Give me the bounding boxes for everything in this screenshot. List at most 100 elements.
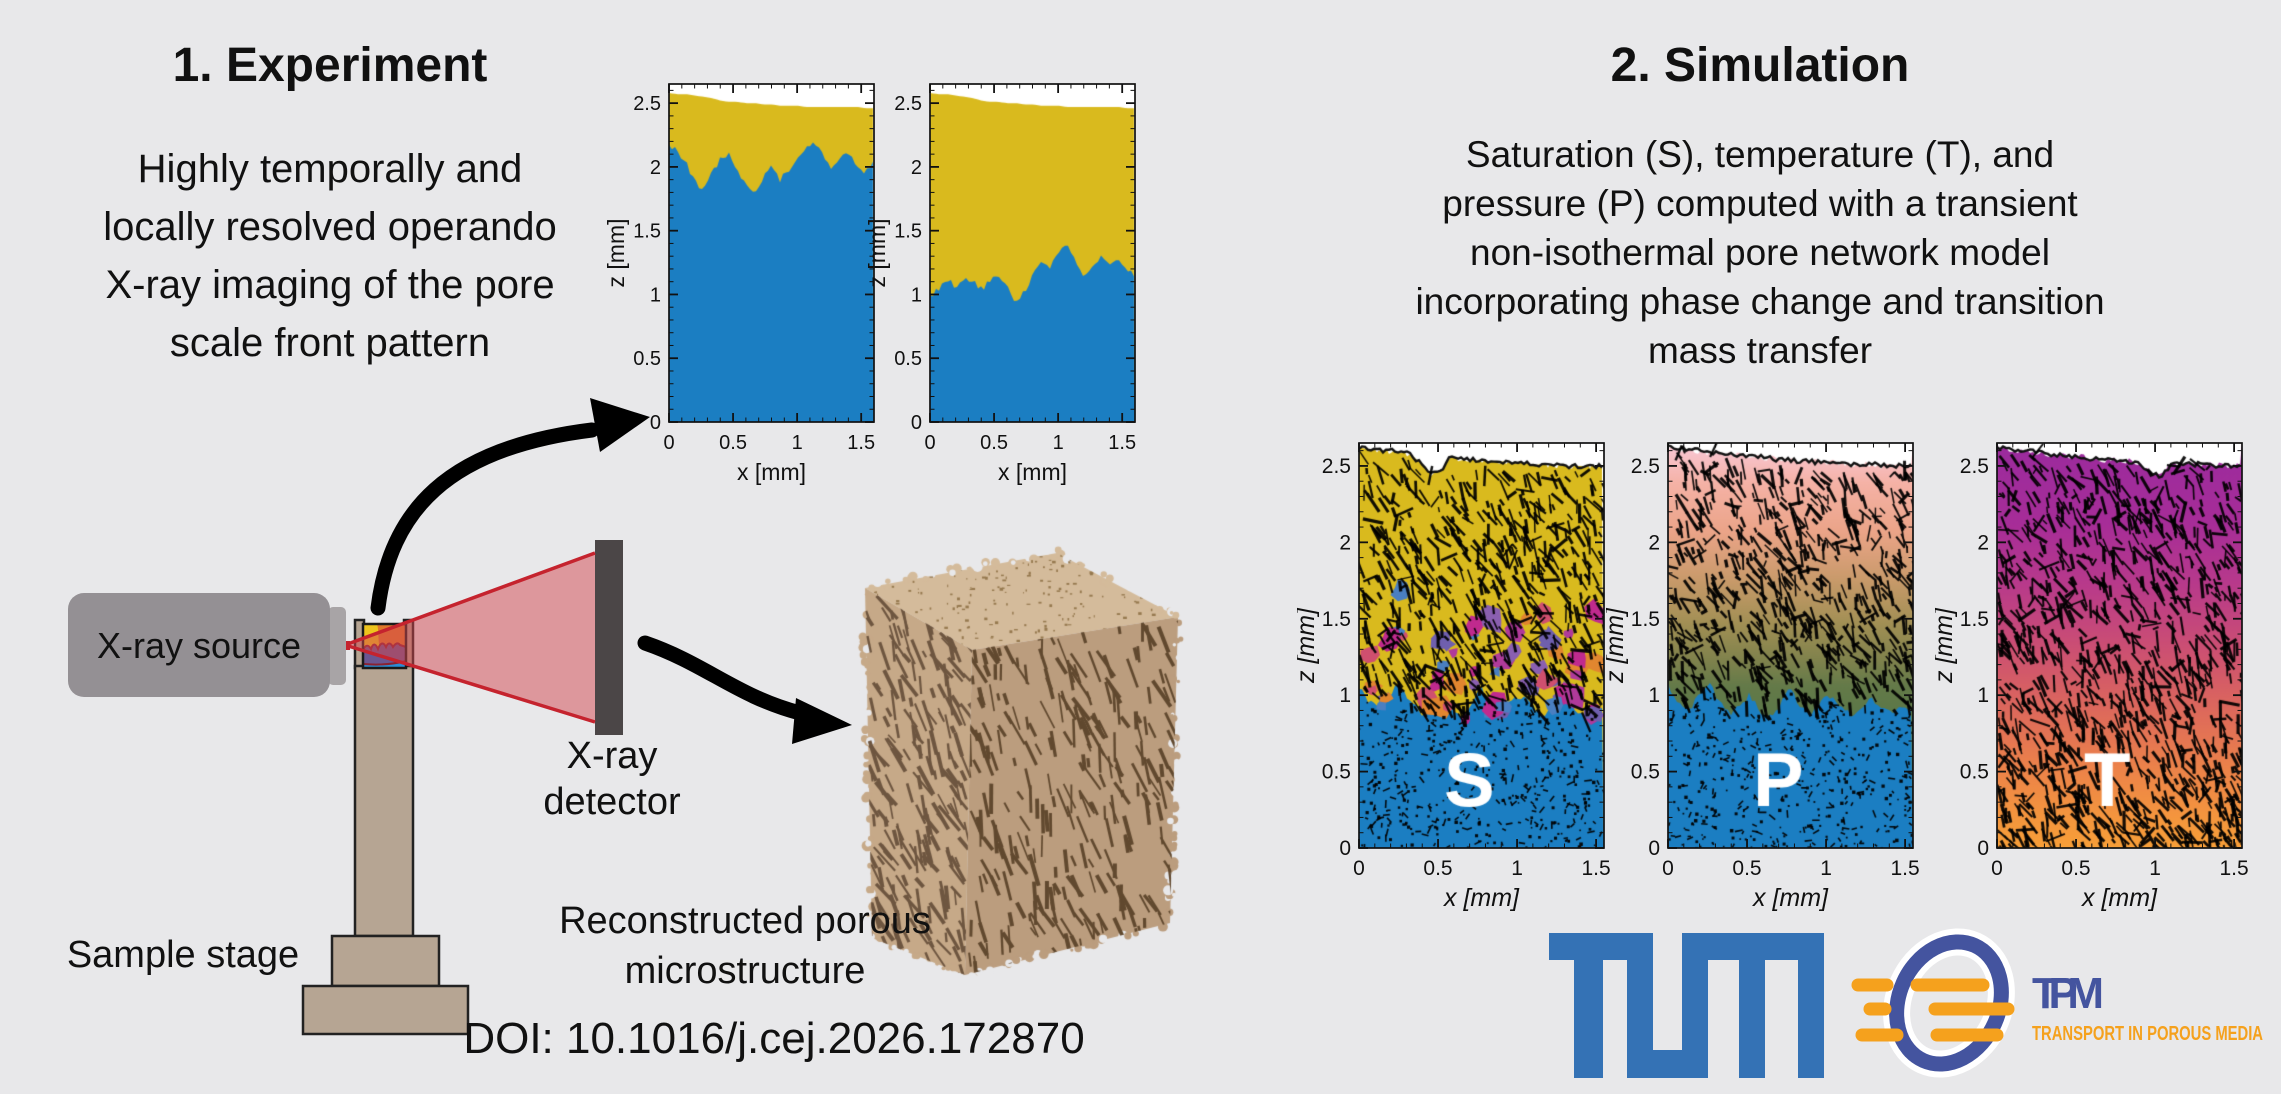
svg-text:0.5: 0.5 bbox=[719, 432, 747, 454]
svg-text:2.5: 2.5 bbox=[1960, 455, 1989, 478]
svg-text:x [mm]: x [mm] bbox=[2081, 884, 2158, 912]
svg-text:1.5: 1.5 bbox=[2219, 857, 2248, 880]
svg-text:1: 1 bbox=[792, 432, 803, 454]
svg-text:x [mm]: x [mm] bbox=[1752, 884, 1829, 912]
tum-u-left bbox=[1627, 933, 1653, 1050]
svg-text:0: 0 bbox=[1991, 857, 2003, 880]
experiment-title: 1. Experiment bbox=[172, 39, 488, 92]
svg-text:1: 1 bbox=[1339, 684, 1351, 707]
svg-text:0: 0 bbox=[1977, 837, 1989, 860]
exp2-axes: 0 0.5 1 1.5 0 0.5 1 1.5 2 2.5 x [mm] z [mm] bbox=[868, 83, 1136, 485]
svg-text:1.5: 1.5 bbox=[1960, 608, 1989, 631]
svg-text:0.5: 0.5 bbox=[894, 348, 922, 370]
simP-axes: 0 0.5 1 1.5 0 0.5 1 1.5 2 2.5 x [mm] z [mm] bbox=[1606, 442, 1920, 912]
logos: TPM TRANSPORT IN POROUS MEDIA bbox=[1549, 928, 2263, 1078]
svg-text:1: 1 bbox=[2149, 857, 2161, 880]
svg-text:0: 0 bbox=[650, 412, 661, 434]
svg-text:2: 2 bbox=[650, 157, 661, 179]
xray-detector bbox=[595, 540, 623, 735]
svg-text:1: 1 bbox=[650, 284, 661, 306]
svg-text:0.5: 0.5 bbox=[1322, 761, 1351, 784]
stage-column bbox=[353, 664, 415, 938]
source-body bbox=[68, 593, 330, 697]
stage-base bbox=[301, 984, 470, 1036]
svg-text:x [mm]: x [mm] bbox=[737, 459, 806, 485]
beam-cone bbox=[345, 553, 595, 722]
svg-text:1: 1 bbox=[1053, 432, 1064, 454]
svg-text:1: 1 bbox=[1648, 684, 1660, 707]
tum-t-stem bbox=[1574, 933, 1603, 1078]
svg-text:1: 1 bbox=[1820, 857, 1832, 880]
xray-beam bbox=[341, 551, 596, 724]
svg-text:0: 0 bbox=[1339, 837, 1351, 860]
svg-text:1.5: 1.5 bbox=[1890, 857, 1919, 880]
porous-microstructure-3d-render bbox=[840, 540, 1200, 1000]
arrowhead-icon bbox=[590, 398, 650, 452]
source-nozzle bbox=[328, 607, 346, 685]
simS-axes: 0 0.5 1 1.5 0 0.5 1 1.5 2 2.5 x [mm] z [mm] bbox=[1297, 442, 1611, 912]
tum-m-right bbox=[1798, 933, 1824, 1078]
tpm-acronym: TPM bbox=[2032, 969, 2104, 1018]
svg-text:2.5: 2.5 bbox=[633, 93, 661, 115]
svg-text:0: 0 bbox=[663, 432, 674, 454]
svg-text:0.5: 0.5 bbox=[1732, 857, 1761, 880]
tpm-logo: TPM TRANSPORT IN POROUS MEDIA bbox=[1851, 928, 2263, 1078]
svg-text:0: 0 bbox=[911, 412, 922, 434]
svg-text:1.5: 1.5 bbox=[1108, 432, 1136, 454]
svg-text:0.5: 0.5 bbox=[980, 432, 1008, 454]
svg-text:z [mm]: z [mm] bbox=[1606, 607, 1629, 684]
doi-text: DOI: 10.1016/j.cej.2026.172870 bbox=[463, 1014, 1085, 1063]
tpm-speed-lines-icon bbox=[1851, 978, 2015, 1042]
svg-text:2.5: 2.5 bbox=[1322, 455, 1351, 478]
experiment-description: Highly temporally and locally resolved o… bbox=[103, 147, 557, 365]
arrow-sample-to-plots bbox=[370, 398, 650, 616]
tpm-ring-icon bbox=[1883, 928, 2015, 1078]
svg-text:1: 1 bbox=[911, 284, 922, 306]
svg-text:2: 2 bbox=[1339, 531, 1351, 554]
apparatus-diagram: X-ray source Sample stage X-ray detector bbox=[67, 398, 852, 1036]
svg-text:0: 0 bbox=[1648, 837, 1660, 860]
svg-text:0: 0 bbox=[1662, 857, 1674, 880]
svg-text:1.5: 1.5 bbox=[1581, 857, 1610, 880]
svg-text:1: 1 bbox=[1511, 857, 1523, 880]
beam-edge-top bbox=[344, 551, 596, 647]
svg-text:1.5: 1.5 bbox=[894, 221, 922, 243]
svg-text:1.5: 1.5 bbox=[1631, 608, 1660, 631]
beam-edge-bottom bbox=[344, 643, 596, 724]
arrowhead-icon bbox=[792, 698, 852, 744]
svg-text:z [mm]: z [mm] bbox=[607, 219, 629, 288]
source-label: X-ray source bbox=[97, 625, 301, 666]
stage-step-upper bbox=[330, 934, 441, 988]
svg-text:0.5: 0.5 bbox=[1423, 857, 1452, 880]
svg-text:x [mm]: x [mm] bbox=[1443, 884, 1520, 912]
svg-text:1.5: 1.5 bbox=[633, 221, 661, 243]
exp1-axes: 0 0.5 1 1.5 0 0.5 1 1.5 2 2.5 x [mm] z [mm] bbox=[607, 83, 875, 485]
svg-text:0: 0 bbox=[1353, 857, 1365, 880]
tpm-subtitle: TRANSPORT IN POROUS MEDIA bbox=[2032, 1023, 2263, 1045]
arrow-detector-to-cube bbox=[637, 635, 852, 744]
svg-text:z [mm]: z [mm] bbox=[1297, 607, 1320, 684]
simT-canvas bbox=[1997, 443, 2242, 848]
simP-canvas bbox=[1668, 443, 1913, 848]
exp1-canvas bbox=[669, 84, 874, 422]
svg-text:0.5: 0.5 bbox=[1960, 761, 1989, 784]
tum-logo bbox=[1549, 933, 1824, 1078]
exp2-canvas bbox=[930, 84, 1135, 422]
svg-text:2.5: 2.5 bbox=[1631, 455, 1660, 478]
stage-label: Sample stage bbox=[67, 934, 299, 976]
svg-text:1: 1 bbox=[1977, 684, 1989, 707]
svg-text:2: 2 bbox=[1977, 531, 1989, 554]
sample-stage bbox=[301, 618, 470, 1036]
simulation-title: 2. Simulation bbox=[1610, 39, 1910, 92]
xray-source: X-ray source bbox=[68, 593, 346, 697]
svg-text:0: 0 bbox=[924, 432, 935, 454]
svg-text:x [mm]: x [mm] bbox=[998, 459, 1067, 485]
svg-text:1.5: 1.5 bbox=[1322, 608, 1351, 631]
svg-text:z [mm]: z [mm] bbox=[1935, 607, 1958, 684]
svg-text:2: 2 bbox=[1648, 531, 1660, 554]
simS-canvas bbox=[1359, 443, 1604, 848]
detector-label-line2: detector bbox=[543, 781, 681, 823]
svg-text:z [mm]: z [mm] bbox=[868, 219, 890, 288]
simT-axes: 0 0.5 1 1.5 0 0.5 1 1.5 2 2.5 x [mm] z [mm] bbox=[1935, 442, 2249, 912]
